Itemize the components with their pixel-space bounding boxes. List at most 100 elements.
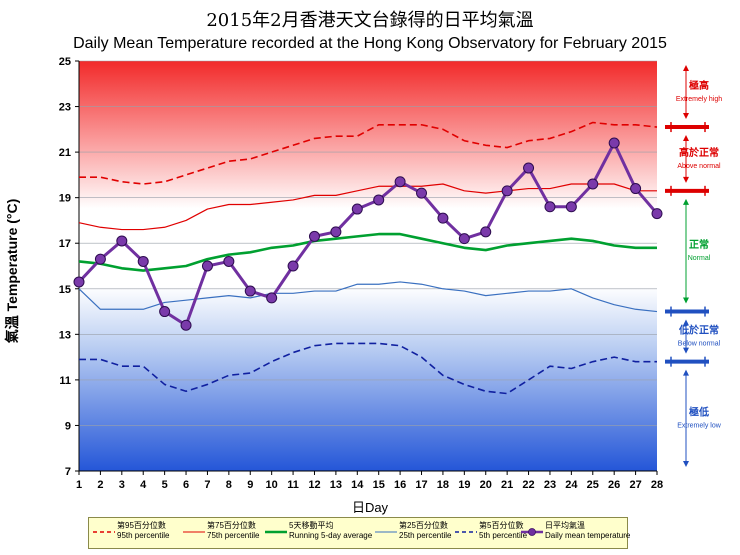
x-tick-label: 21 [501, 479, 513, 491]
data-point [351, 203, 363, 215]
y-tick-label: 23 [59, 102, 71, 114]
x-tick-label: 13 [330, 479, 342, 491]
series-line-5 [77, 141, 659, 327]
data-point [244, 285, 256, 297]
band-label-zh: 極高 [689, 79, 709, 92]
legend-label-zh: 第25百分位數 [399, 521, 448, 530]
x-tick-label: 1 [76, 479, 82, 491]
x-tick-label: 26 [608, 479, 620, 491]
y-tick-label: 11 [59, 375, 71, 387]
y-tick-label: 9 [65, 420, 71, 432]
x-tick-label: 2 [97, 479, 103, 491]
x-tick-label: 15 [373, 479, 385, 491]
data-point [266, 292, 278, 304]
x-tick-label: 4 [140, 479, 147, 491]
y-tick-label: 15 [59, 284, 71, 296]
legend-label-en: Running 5-day average [289, 531, 373, 540]
y-tick-label: 17 [59, 238, 71, 250]
x-tick-label: 23 [544, 479, 556, 491]
data-point [94, 253, 106, 265]
data-point [287, 260, 299, 272]
data-point [608, 137, 620, 149]
legend-label-zh: 5天移動平均 [289, 521, 334, 530]
y-tick-label: 13 [59, 329, 71, 341]
x-tick-label: 11 [287, 479, 299, 491]
data-point [180, 319, 192, 331]
x-tick-label: 14 [351, 479, 364, 491]
legend-label-zh: 日平均氣溫 [545, 521, 585, 530]
y-tick-label: 25 [59, 56, 71, 68]
data-point [416, 187, 428, 199]
x-tick-label: 18 [437, 479, 449, 491]
data-point [523, 162, 535, 174]
data-point [159, 306, 171, 318]
data-point [544, 201, 556, 213]
legend-label-en: 95th percentile [117, 531, 170, 540]
x-tick-label: 6 [183, 479, 189, 491]
band-arrow-head-up [683, 369, 689, 376]
x-tick-label: 3 [119, 479, 125, 491]
x-tick-label: 5 [162, 479, 168, 491]
data-point [480, 226, 492, 238]
y-axis-title: 氣溫 Temperature (°C) [4, 198, 20, 344]
band-label-zh: 高於正常 [679, 146, 719, 159]
band-extremely-low: 極低 Extremely low [677, 369, 722, 467]
data-point [223, 255, 235, 267]
x-tick-label: 12 [308, 479, 320, 491]
series-line-2 [78, 232, 657, 272]
band-above-normal: 高於正常 Above normal [677, 135, 721, 183]
y-tick-label: 21 [59, 147, 71, 159]
x-tick-label: 25 [587, 479, 599, 491]
series-line-1 [78, 183, 657, 231]
y-tick-label: 7 [65, 466, 71, 478]
x-tick-label: 22 [522, 479, 534, 491]
band-label-en: Normal [688, 255, 711, 262]
data-point [651, 208, 663, 220]
band-extremely-high: 極高 Extremely high [676, 65, 722, 120]
data-point [630, 183, 642, 195]
band-label-en: Extremely low [677, 422, 722, 429]
legend-label-zh: 第75百分位數 [207, 521, 256, 530]
x-tick-label: 17 [415, 479, 427, 491]
x-tick-label: 27 [629, 479, 641, 491]
data-point [437, 212, 449, 224]
data-point [587, 178, 599, 190]
legend-label-zh: 第5百分位數 [479, 521, 524, 530]
band-label-en: Extremely high [676, 96, 722, 103]
x-tick-label: 19 [458, 479, 470, 491]
x-tick-label: 7 [204, 479, 210, 491]
data-point [137, 255, 149, 267]
series-line-0 [79, 121, 658, 185]
band-arrow-head-down [683, 113, 689, 120]
band-arrow-head-down [683, 347, 689, 354]
x-tick-label: 24 [565, 479, 578, 491]
band-arrow-head-down [683, 297, 689, 304]
data-point [330, 226, 342, 238]
series-line-4 [79, 342, 657, 395]
band-arrow-head-up [683, 319, 689, 326]
band-below-normal: 低於正常 Below normal [678, 319, 721, 354]
legend-label-en: 5th percentile [479, 531, 528, 540]
x-tick-label: 16 [394, 479, 406, 491]
data-point [458, 233, 470, 245]
x-axis-title: 日Day [351, 500, 389, 515]
x-tick-label: 9 [247, 479, 253, 491]
band-arrow-head-up [683, 135, 689, 142]
x-tick-label: 28 [651, 479, 663, 491]
data-point [308, 230, 320, 242]
band-label-zh: 極低 [689, 405, 709, 418]
plot-background [79, 61, 657, 471]
band-arrow-head-down [683, 176, 689, 183]
series-line-3 [78, 281, 658, 313]
band-label-zh: 低於正常 [678, 324, 719, 337]
legend-label-en: Daily mean temperature [545, 531, 631, 540]
band-normal: 正常 Normal [683, 198, 711, 304]
band-label-en: Above normal [677, 163, 721, 170]
band-label-en: Below normal [678, 341, 721, 348]
data-point [116, 235, 128, 247]
data-point [394, 176, 406, 188]
y-tick-label: 19 [59, 193, 71, 205]
legend-label-zh: 第95百分位數 [117, 521, 166, 530]
legend-label-en: 25th percentile [399, 531, 452, 540]
